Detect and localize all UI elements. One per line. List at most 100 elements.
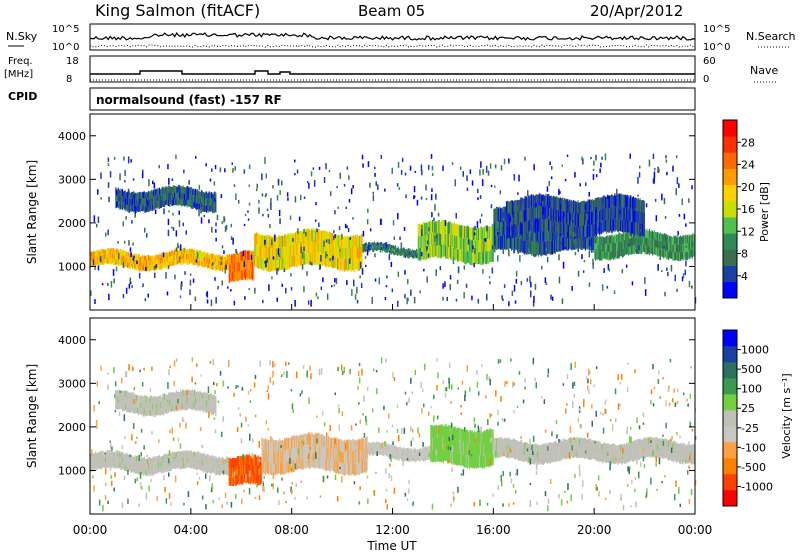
heat-cell <box>604 244 606 252</box>
heat-cell <box>124 251 126 257</box>
heat-cell <box>609 220 611 233</box>
heat-cell <box>471 240 473 253</box>
heat-cell <box>258 475 260 486</box>
heat-scatter <box>122 261 125 268</box>
heat-cell <box>393 249 395 253</box>
heat-cell <box>187 192 189 200</box>
heat-cell <box>239 270 241 280</box>
heat-cell <box>141 193 143 200</box>
heat-cell <box>127 205 129 212</box>
heat-cell <box>331 459 333 471</box>
heat-cell <box>288 245 290 258</box>
heat-scatter <box>297 228 299 234</box>
heat-scatter <box>144 298 147 302</box>
heat-cell <box>547 206 549 219</box>
heat-scatter <box>333 230 335 233</box>
heat-cell <box>654 232 656 240</box>
heat-cell <box>199 250 201 256</box>
heat-cell <box>344 247 346 259</box>
heat-cell <box>594 223 596 237</box>
heat-cell <box>145 192 147 199</box>
heat-scatter <box>189 273 192 276</box>
heat-scatter <box>365 264 367 267</box>
heat-scatter <box>341 233 343 240</box>
heat-cell <box>243 250 246 260</box>
heat-scatter <box>397 271 400 277</box>
heat-scatter <box>230 223 232 228</box>
heat-cell <box>110 248 112 254</box>
heat-cell <box>374 247 376 251</box>
heat-cell <box>162 186 164 194</box>
heat-cell <box>346 451 348 463</box>
heat-cell <box>548 240 551 254</box>
heat-cell <box>295 458 298 471</box>
heat-cell <box>211 193 214 200</box>
heat-cell <box>495 222 497 236</box>
heat-cell <box>129 465 131 471</box>
heat-cell <box>328 437 330 449</box>
heat-cell <box>114 249 116 255</box>
heat-cell <box>139 261 141 267</box>
heat-cell <box>450 222 452 235</box>
heat-cell <box>689 251 691 260</box>
heat-cell <box>323 242 325 254</box>
heat-cell <box>113 462 115 467</box>
heat-cell <box>269 236 271 248</box>
heat-cell <box>241 251 243 262</box>
heat-cell <box>102 255 104 260</box>
heat-cell <box>590 224 593 237</box>
heat-cell <box>240 270 242 280</box>
heat-cell <box>216 463 219 469</box>
heat-scatter <box>607 195 609 199</box>
heat-scatter <box>221 245 224 249</box>
heat-cell <box>641 237 643 246</box>
heat-scatter <box>384 188 386 192</box>
heat-cell <box>599 210 601 223</box>
heat-cell <box>230 255 232 265</box>
heat-scatter <box>477 197 479 201</box>
heat-cell <box>225 469 227 475</box>
heat-cell <box>669 243 671 251</box>
heat-cell <box>463 225 466 239</box>
heat-cell <box>152 462 154 469</box>
heat-cell <box>607 237 609 245</box>
heat-cell <box>170 453 172 460</box>
heat-cell <box>443 244 446 257</box>
heat-cell <box>223 469 225 475</box>
heat-cell <box>607 208 609 221</box>
heat-cell <box>590 236 592 251</box>
heat-cell <box>122 250 125 256</box>
heat-cell <box>486 239 488 251</box>
heat-cell <box>395 447 397 451</box>
heat-cell <box>548 240 550 254</box>
heat-cell <box>416 255 418 258</box>
heat-cell <box>390 448 393 453</box>
heat-cell <box>158 467 160 473</box>
velocity-data <box>90 357 697 512</box>
heat-scatter <box>384 297 387 300</box>
heat-cell <box>331 438 333 449</box>
heat-scatter <box>310 299 312 307</box>
heat-cell <box>192 463 194 469</box>
heat-cell <box>348 451 351 463</box>
heat-cell <box>493 208 495 223</box>
heat-cell <box>396 253 398 256</box>
heat-cell <box>332 244 334 257</box>
heat-cell <box>647 246 649 255</box>
heat-scatter <box>581 156 583 161</box>
heat-scatter <box>683 213 686 220</box>
heat-cell <box>410 448 412 453</box>
heat-cell <box>447 246 449 259</box>
heat-cell <box>279 247 281 259</box>
heat-cell <box>379 243 381 246</box>
heat-cell <box>490 238 493 250</box>
heat-cell <box>399 248 401 251</box>
colorbar-swatch <box>723 184 737 202</box>
heat-cell <box>225 458 227 465</box>
heat-cell <box>437 220 439 233</box>
heat-cell <box>306 456 308 468</box>
heat-cell <box>127 191 129 199</box>
heat-cell <box>136 467 138 474</box>
heat-cell <box>126 465 128 472</box>
heat-cell <box>628 230 630 239</box>
